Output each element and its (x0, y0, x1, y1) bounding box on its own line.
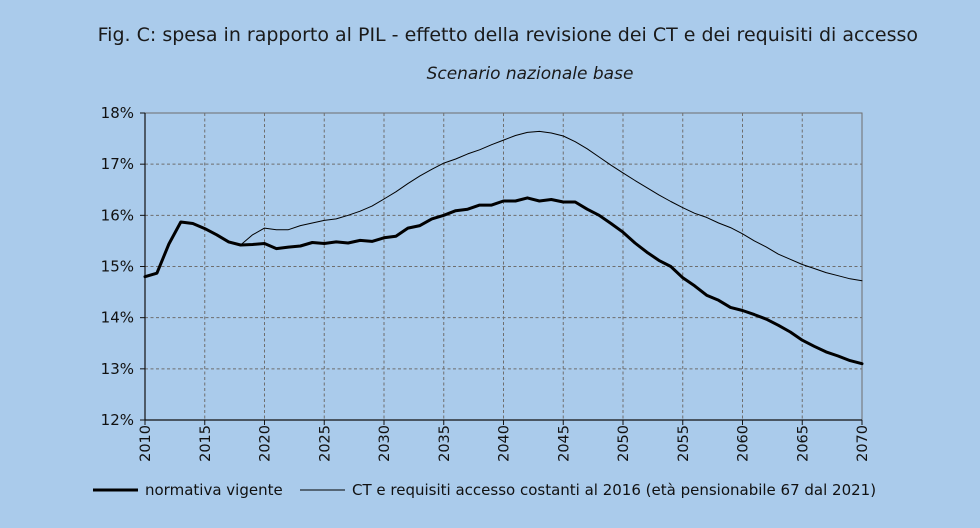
x-tick-label: 2050 (616, 425, 632, 462)
chart-subtitle: Scenario nazionale base (426, 64, 634, 84)
series-layer (143, 130, 864, 366)
legend-label-normativa-vigente: normativa vigente (145, 481, 283, 499)
x-tick-label: 2055 (676, 425, 692, 462)
x-tick-label: 2025 (317, 425, 333, 462)
x-tick-label: 2045 (556, 425, 572, 462)
x-tick-label: 2040 (497, 425, 513, 462)
y-tick-label: 17% (101, 155, 134, 173)
y-tick-label: 15% (101, 258, 134, 276)
chart-title: Fig. C: spesa in rapporto al PIL - effet… (97, 24, 918, 46)
y-tick-label: 14% (101, 309, 134, 327)
x-tick-label: 2035 (437, 425, 453, 462)
x-tick-label: 2020 (258, 425, 274, 462)
x-tick-label: 2015 (198, 425, 214, 462)
y-tick-label: 13% (101, 360, 134, 378)
legend-label-ct-requisiti: CT e requisiti accesso costanti al 2016 … (352, 481, 876, 499)
x-tick-label: 2060 (736, 425, 752, 462)
x-tick-label: 2030 (377, 425, 393, 462)
axes-layer: 12% 13% 14% 15% 16% 17% 18% 2010 2015 2020 2025 203… (101, 104, 871, 462)
legend: normativa vigente CT e requisiti accesso… (93, 481, 876, 499)
x-tick-label: 2010 (138, 425, 154, 462)
x-tick-label: 2065 (795, 425, 811, 462)
y-tick-label: 18% (101, 104, 134, 122)
x-tick-label: 2070 (855, 425, 871, 462)
series-line-ct-requisiti-costanti (144, 130, 863, 282)
grid-layer (144, 112, 863, 421)
series-line-normativa-vigente (143, 196, 864, 366)
y-tick-label: 16% (101, 206, 134, 224)
y-tick-label: 12% (101, 411, 134, 429)
